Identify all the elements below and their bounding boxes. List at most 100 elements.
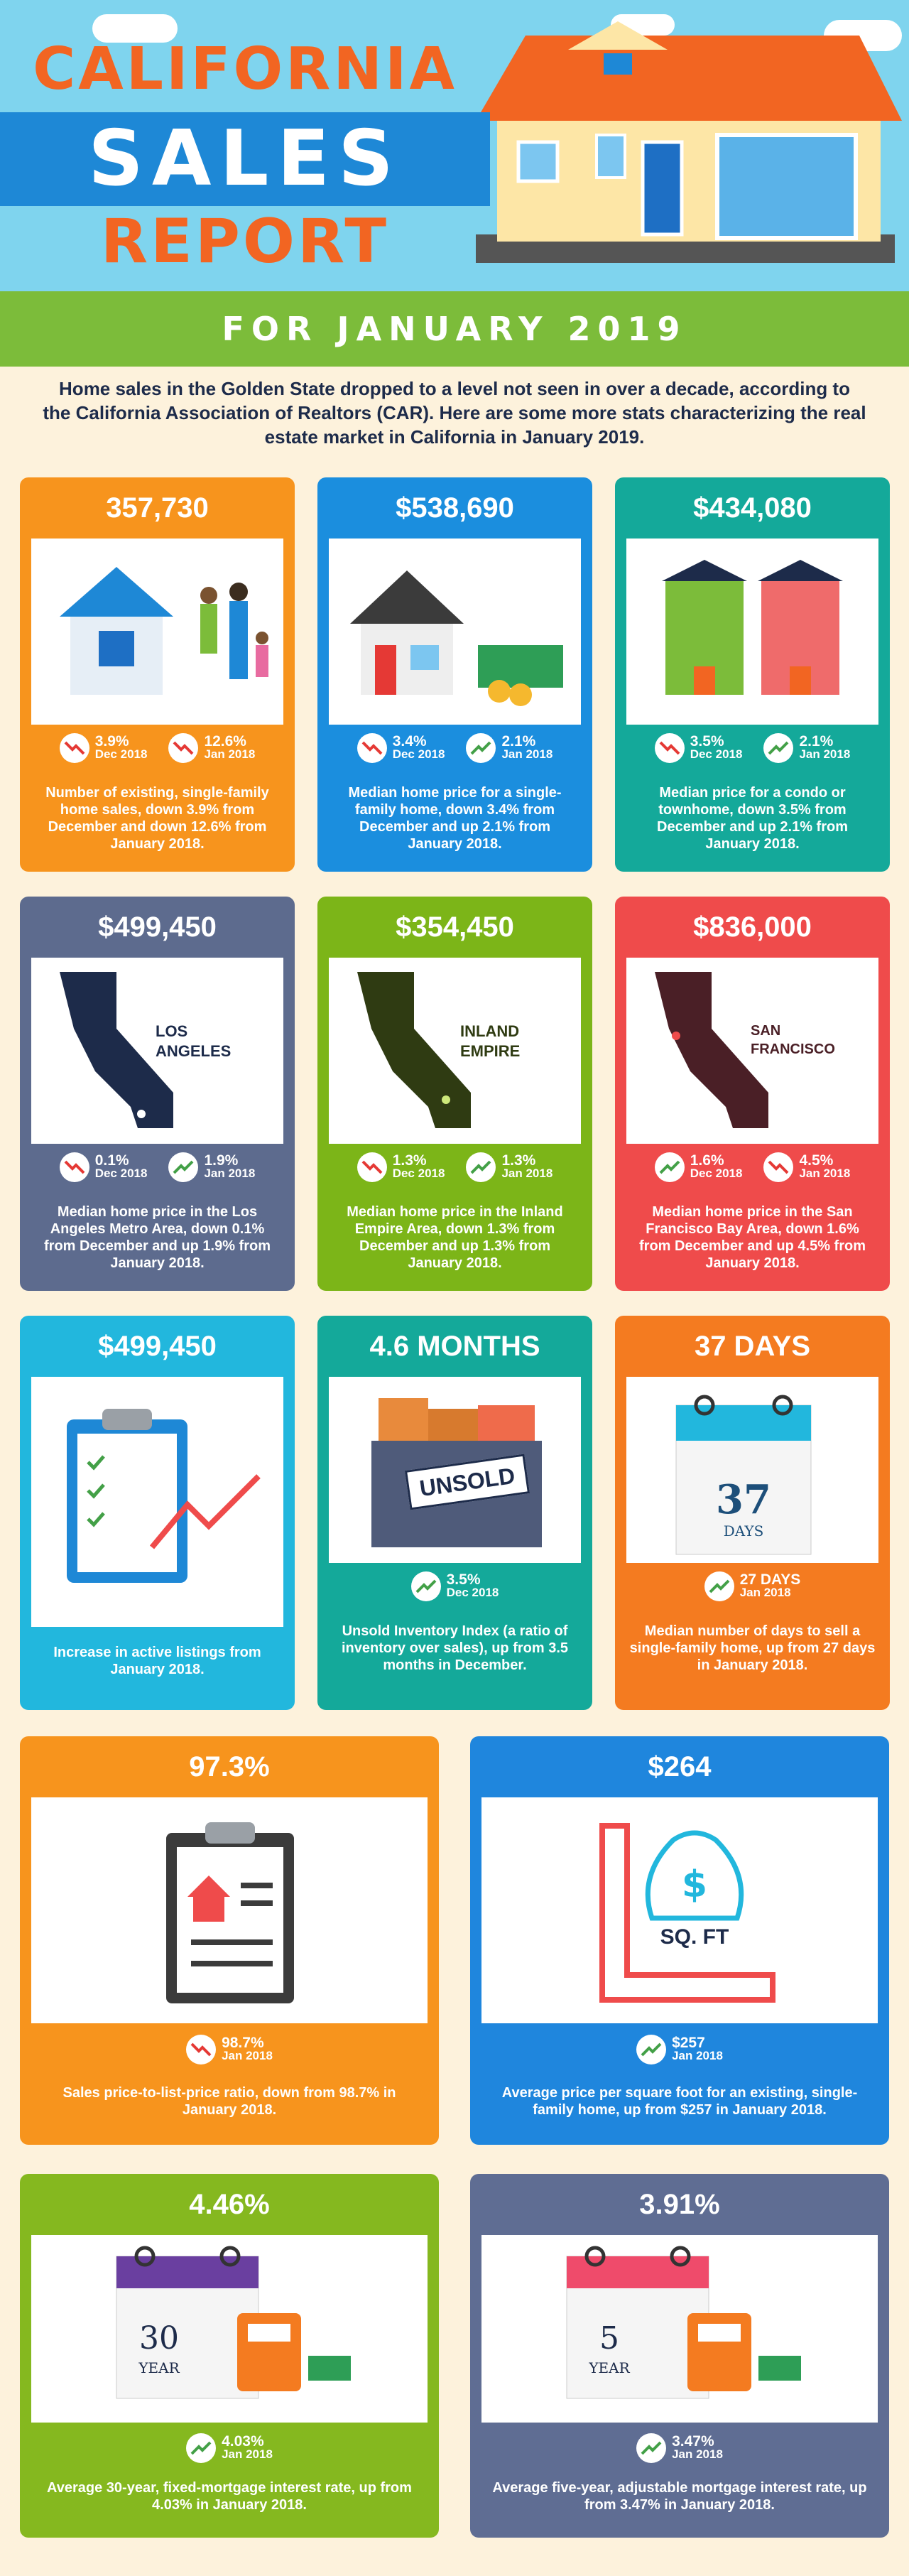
- calendar-word: YEAR: [138, 2359, 180, 2376]
- card-description: Number of existing, single-family home s…: [45, 785, 269, 852]
- trend-up-icon: [636, 2035, 667, 2064]
- sqft-ruler-illustration: $ SQ. FT: [481, 1797, 878, 2023]
- townhomes-illustration: [626, 539, 878, 725]
- calendar-illustration: 37 DAYS: [626, 1377, 878, 1563]
- stat-1: 1.3% Dec 2018: [356, 1152, 445, 1182]
- stat-1: 3.5% Dec 2018: [654, 733, 742, 763]
- clipboard-checklist-illustration: [31, 1377, 283, 1627]
- card-5-year-rate: 3.91% 5 YEAR 3.47% Jan 2018 Average five-…: [470, 2174, 889, 2538]
- stat-2: 1.3% Jan 2018: [466, 1152, 553, 1182]
- card-san-francisco: $836,000 SAN FRANCISCO 1.6% Dec 2018 4.5%…: [615, 897, 890, 1291]
- trend-up-icon: [168, 1152, 199, 1182]
- sqft-label: SQ. FT: [660, 1925, 729, 1949]
- stat-1: 4.03% Jan 2018: [186, 2433, 273, 2463]
- stat-2: 4.5% Jan 2018: [763, 1152, 850, 1182]
- card-description: Average 30-year, fixed-mortgage interest…: [47, 2480, 412, 2513]
- card-value: $499,450: [98, 911, 217, 943]
- trend-up-icon: [704, 1571, 734, 1601]
- trend-up-icon: [636, 2433, 667, 2463]
- card-value: 97.3%: [189, 1751, 270, 1782]
- stat-2: 2.1% Jan 2018: [763, 733, 850, 763]
- intro-text: Home sales in the Golden State dropped t…: [43, 378, 866, 448]
- family-home-illustration: [31, 539, 283, 725]
- card-description: Average price per square foot for an exi…: [501, 2085, 858, 2118]
- calendar-word: DAYS: [723, 1522, 764, 1539]
- stat-1: 3.5% Dec 2018: [410, 1571, 499, 1601]
- card-value: 4.6 MONTHS: [369, 1331, 540, 1362]
- svg-text:$: $: [682, 1863, 707, 1906]
- trend-down-icon: [356, 733, 387, 763]
- stat-1: 98.7% Jan 2018: [186, 2035, 273, 2064]
- hero-banner: CALIFORNIA SALES REPORT: [0, 0, 909, 291]
- card-description: Sales price-to-list-price ratio, down fr…: [62, 2085, 396, 2118]
- card-description: Unsold Inventory Index (a ratio of inven…: [342, 1623, 568, 1673]
- card-description: Average five-year, adjustable mortgage i…: [492, 2480, 867, 2513]
- california-map-inland: INLAND EMPIRE: [329, 958, 581, 1144]
- california-map-la: LOS ANGELES: [31, 958, 283, 1144]
- card-description: Median home price in the Los Angeles Met…: [44, 1204, 271, 1271]
- california-map-sf: SAN FRANCISCO: [626, 958, 878, 1144]
- card-value: 3.91%: [639, 2189, 720, 2220]
- card-value: $499,450: [98, 1331, 217, 1362]
- card-home-sales: 357,730 3.9% Dec 2018 12.6% Jan 2018 Numbe…: [20, 477, 295, 872]
- stat-1: $257 Jan 2018: [636, 2035, 723, 2064]
- calendar-word: YEAR: [589, 2359, 630, 2376]
- stat-1: 1.6% Dec 2018: [654, 1152, 742, 1182]
- title-line-1: CALIFORNIA: [33, 36, 457, 103]
- house-money-illustration: [329, 539, 581, 725]
- card-single-family-price: $538,690 3.4% Dec 2018 2.1% Jan 2018 Media…: [317, 477, 592, 872]
- calendar-number: 37: [716, 1476, 771, 1523]
- house-illustration: [476, 21, 902, 263]
- trend-up-icon: [410, 1571, 441, 1601]
- clipboard-house-illustration: [31, 1797, 428, 2023]
- title-line-2: SALES: [88, 114, 402, 203]
- calendar-calculator-illustration: 30 YEAR: [31, 2235, 428, 2423]
- trend-down-icon: [763, 1152, 794, 1182]
- card-description: Increase in active listings from January…: [53, 1645, 261, 1677]
- trend-down-icon: [59, 1152, 89, 1182]
- card-description: Median home price for a single-family ho…: [348, 785, 562, 852]
- card-price-per-sqft: $264 $ SQ. FT $257 Jan 2018 Average price…: [470, 1736, 889, 2145]
- calendar-number: 30: [139, 2320, 179, 2356]
- trend-up-icon: [466, 1152, 496, 1182]
- stat-2: 1.9% Jan 2018: [168, 1152, 255, 1182]
- trend-up-icon: [186, 2433, 217, 2463]
- card-description: Median price for a condo or townhome, do…: [657, 785, 848, 852]
- card-value: 37 DAYS: [694, 1331, 811, 1362]
- card-price-list-ratio: 97.3% 98.7% Jan 2018 Sales price-to-list-…: [20, 1736, 439, 2145]
- card-value: $836,000: [693, 911, 812, 943]
- card-unsold-inventory: 4.6 MONTHS UNSOLD 3.5% Dec 2018 Unsold In…: [317, 1316, 592, 1710]
- stat-1: 3.4% Dec 2018: [356, 733, 445, 763]
- card-value: 357,730: [106, 492, 209, 524]
- trend-down-icon: [186, 2035, 217, 2064]
- card-active-listings: $499,450 Increase in active listings fro…: [20, 1316, 295, 1710]
- title-line-3: REPORT: [100, 206, 390, 277]
- subtitle: FOR JANUARY 2019: [222, 310, 687, 348]
- calendar-calculator-illustration: 5 YEAR: [481, 2235, 878, 2423]
- card-description: Median home price in the San Francisco B…: [639, 1204, 866, 1271]
- card-value: $538,690: [396, 492, 514, 524]
- trend-down-icon: [59, 733, 89, 763]
- stat-2: 2.1% Jan 2018: [466, 733, 553, 763]
- stat-1: 0.1% Dec 2018: [59, 1152, 147, 1182]
- card-los-angeles: $499,450 LOS ANGELES 0.1% Dec 2018 1.9% Ja…: [20, 897, 295, 1291]
- trend-down-icon: [168, 733, 199, 763]
- card-description: Median number of days to sell a single-f…: [629, 1623, 876, 1673]
- card-description: Median home price in the Inland Empire A…: [347, 1204, 563, 1271]
- card-value: $354,450: [396, 911, 514, 943]
- card-condo-price: $434,080 3.5% Dec 2018 2.1% Jan 2018 Media…: [615, 477, 890, 872]
- card-value: $264: [648, 1751, 712, 1782]
- stat-1: 3.47% Jan 2018: [636, 2433, 723, 2463]
- stat-2: 12.6% Jan 2018: [168, 733, 255, 763]
- region-label: SAN FRANCISCO: [751, 1023, 835, 1057]
- trend-down-icon: [356, 1152, 387, 1182]
- stat-1: 27 DAYS Jan 2018: [704, 1571, 800, 1601]
- calendar-number: 5: [599, 2320, 619, 2356]
- region-label: LOS ANGELES: [156, 1022, 232, 1060]
- region-label: INLAND EMPIRE: [460, 1022, 521, 1060]
- card-inland-empire: $354,450 INLAND EMPIRE 1.3% Dec 2018 1.3%…: [317, 897, 592, 1291]
- trend-down-icon: [654, 733, 685, 763]
- trend-up-icon: [654, 1152, 685, 1182]
- card-value: 4.46%: [189, 2189, 270, 2220]
